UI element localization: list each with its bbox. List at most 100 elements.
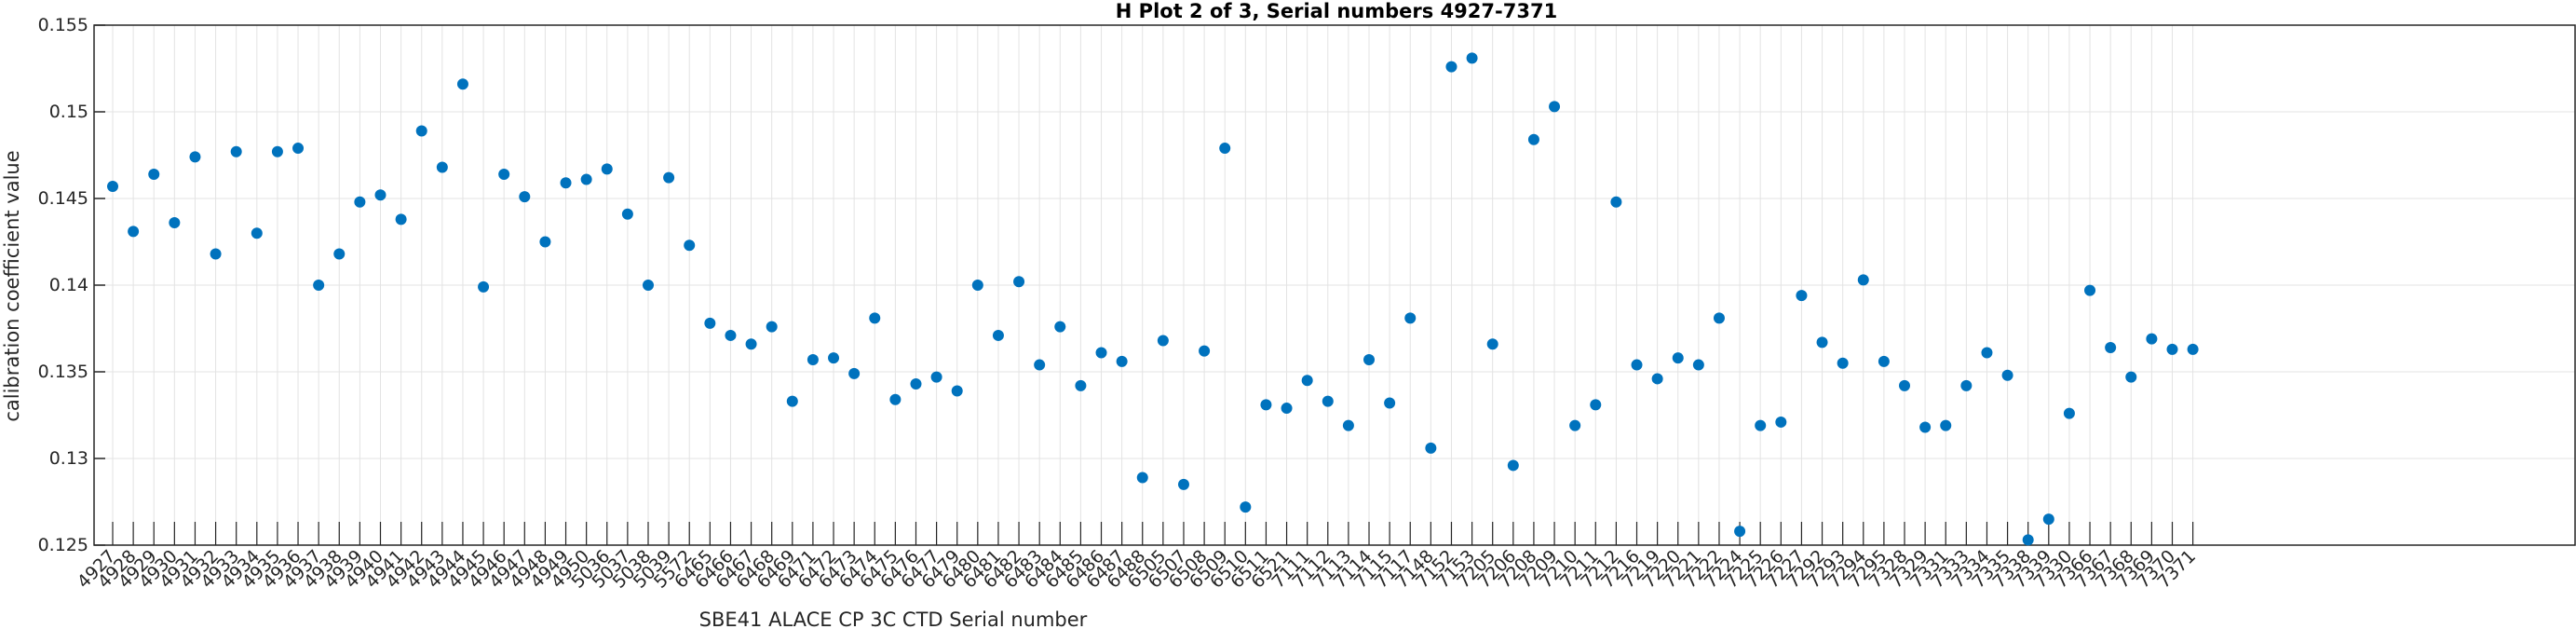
data-point [1136,472,1148,484]
data-point [1692,359,1704,371]
data-point [2146,333,2158,345]
data-point [807,353,819,365]
data-point [539,236,551,248]
data-point [333,248,346,260]
data-point [930,371,942,383]
data-point [1177,478,1189,490]
data-point [1486,338,1498,350]
data-point [1651,373,1663,385]
data-point [1713,312,1725,324]
data-point [2187,343,2199,355]
data-point [621,208,633,220]
data-point [1322,395,1334,407]
data-point [292,143,305,155]
data-point [2001,369,2013,381]
tick-marks [94,24,2194,546]
x-axis-label: SBE41 ALACE CP 3C CTD Serial number [699,608,1088,629]
y-tick-label: 0.13 [49,448,88,469]
data-point [971,280,983,291]
data-point [1425,442,1437,454]
data-point [1199,345,1211,357]
data-point [210,248,222,260]
data-point [1260,399,1272,411]
data-point [374,189,386,201]
data-point [1527,133,1539,145]
data-point [1466,52,1478,64]
y-tick-label: 0.145 [38,188,88,209]
y-tick-label: 0.14 [49,275,88,295]
data-point [1507,459,1519,472]
data-point [415,125,427,137]
data-point [828,352,840,364]
data-point [189,151,201,163]
data-point [684,239,696,252]
data-point [1960,379,1973,391]
data-point [148,168,160,180]
data-point [354,196,366,208]
data-point [1837,357,1849,369]
data-point [1919,421,1932,433]
data-point [478,280,490,293]
data-point [745,338,757,350]
plot-area-border [93,24,2576,546]
data-point [1075,379,1087,391]
data-point [663,171,675,184]
data-point [2166,343,2178,355]
data-point [1610,196,1622,208]
data-point [1940,419,1952,431]
data-point [128,226,140,238]
y-tick-label: 0.135 [38,362,88,382]
y-tick-label: 0.125 [38,535,88,555]
data-point [1157,335,1169,347]
data-point [1342,419,1354,431]
data-point [601,163,613,175]
chart-title: H Plot 2 of 3, Serial numbers 4927-7371 [1116,0,1557,22]
data-point [848,367,861,379]
data-point [1590,399,1602,411]
x-tick-labels: 4927492849294930493149324933493449354936… [74,546,2200,593]
y-tick-label: 0.155 [38,15,88,35]
data-point [869,312,881,324]
data-point [1755,419,1767,431]
data-point [1404,312,1417,324]
data-point [1631,359,1643,371]
data-point [2022,534,2034,546]
data-point [251,227,263,239]
data-point [1095,347,1107,359]
data-point [2125,371,2137,383]
y-axis-label: calibration coefficient value [1,150,23,421]
data-point [951,385,963,397]
data-point [642,280,654,291]
data-point [230,145,242,157]
data-point [1899,379,1911,391]
data-point [725,329,737,341]
data-point [1981,347,1993,359]
data-points [107,52,2199,546]
data-point [456,78,468,90]
grid [94,24,2575,546]
data-point [580,173,592,185]
data-point [1054,321,1066,333]
data-point [1734,526,1746,538]
data-point [498,168,510,180]
data-point [1445,61,1457,73]
data-point [395,213,407,226]
data-point [992,329,1004,341]
data-point [1384,397,1396,409]
data-point [1240,501,1252,513]
data-point [704,317,716,329]
data-point [1672,352,1684,364]
data-point [1219,143,1231,155]
y-tick-label: 0.15 [49,102,88,122]
data-point [1013,276,1025,288]
data-point [766,321,778,333]
data-point [786,395,798,407]
y-tick-labels: 0.125 0.13 0.135 0.14 0.145 0.15 0.155 [38,15,88,555]
data-point [169,217,181,229]
data-point [2042,513,2054,526]
data-point [1301,375,1313,387]
data-point [2105,341,2117,353]
data-point [1116,355,1128,367]
